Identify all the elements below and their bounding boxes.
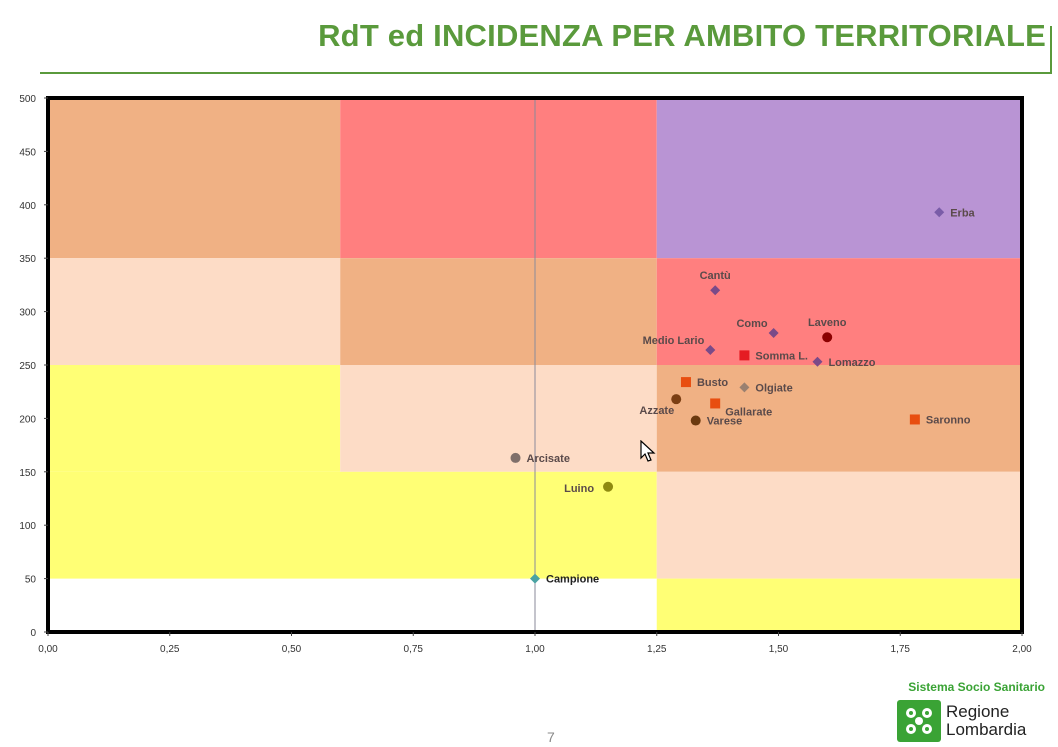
point-label: Gallarate	[725, 406, 772, 418]
risk-zone-2	[656, 98, 1022, 259]
risk-zone-10	[656, 471, 1022, 579]
point-label: Cantù	[700, 270, 731, 282]
point-como	[768, 327, 779, 338]
point-gallarate	[710, 398, 721, 409]
y-tick-label: 300	[19, 308, 36, 319]
point-lomazzo	[812, 356, 823, 367]
risk-zone-4	[340, 258, 657, 365]
point-label: Erba	[950, 207, 975, 219]
x-tick-label: 0,75	[404, 644, 424, 655]
page-title: RdT ed INCIDENZA PER AMBITO TERRITORIALE	[318, 18, 1046, 53]
brand-name-line2: Lombardia	[946, 720, 1027, 739]
point-medio-lario	[705, 345, 716, 356]
point-label: Campione	[546, 574, 599, 586]
point-label: Medio Lario	[643, 335, 705, 347]
x-tick-label: 2,00	[1012, 644, 1032, 655]
point-varese	[690, 415, 701, 426]
point-label: Arcisate	[527, 453, 570, 465]
point-busto	[680, 377, 691, 388]
point-label: Como	[736, 318, 767, 330]
brand-name: Regione Lombardia	[946, 703, 1026, 739]
point-label: Azzate	[639, 405, 674, 417]
y-tick-label: 0	[30, 628, 36, 639]
point-azzate	[671, 394, 682, 405]
x-tick-label: 0,25	[160, 644, 180, 655]
risk-zone-5	[656, 258, 1022, 365]
risk-zone-3	[48, 258, 341, 365]
x-tick-label: 0,50	[282, 644, 302, 655]
y-tick-label: 250	[19, 361, 36, 372]
point-label: Luino	[564, 483, 594, 495]
point-label: Olgiate	[755, 382, 792, 394]
y-tick-label: 350	[19, 254, 36, 265]
point-campione	[530, 573, 540, 584]
y-tick-label: 200	[19, 414, 36, 425]
y-tick-label: 50	[25, 575, 37, 586]
scatter-chart: 0 50 100 150 200 250 300 350 400 450 500 0,00 0,25 0,…	[19, 94, 1032, 655]
point-label: Somma L.	[755, 350, 808, 362]
risk-zone-11	[656, 578, 1022, 632]
x-tick-label: 1,25	[647, 644, 667, 655]
point-cant-	[710, 285, 721, 296]
point-erba	[934, 207, 945, 218]
risk-zone-6	[48, 365, 341, 472]
risk-zone-8	[656, 365, 1022, 472]
point-saronno	[909, 414, 920, 425]
x-tick-label: 1,75	[891, 644, 911, 655]
brand-system-label: Sistema Socio Sanitario	[908, 680, 1045, 694]
y-tick-label: 400	[19, 201, 36, 212]
point-label: Varese	[707, 416, 742, 428]
y-tick-label: 450	[19, 147, 36, 158]
y-tick-label: 100	[19, 521, 36, 532]
y-tick-label: 150	[19, 468, 36, 479]
point-laveno	[822, 332, 833, 343]
x-tick-label: 0,00	[38, 644, 58, 655]
point-luino	[603, 481, 614, 492]
point-label: Saronno	[926, 414, 971, 426]
mouse-pointer-icon	[640, 439, 656, 469]
x-tick-label: 1,50	[769, 644, 789, 655]
risk-zone-9	[48, 471, 657, 579]
regione-lombardia-logo: Sistema Socio Sanitario Regione Lombardi…	[893, 680, 1053, 742]
risk-zone-0	[48, 98, 341, 259]
point-label: Laveno	[808, 317, 847, 329]
point-olgiate	[739, 382, 750, 393]
risk-zone-1	[340, 98, 657, 259]
risk-zone-7	[340, 365, 657, 472]
lombardy-rose-icon	[897, 700, 941, 742]
brand-name-line1: Regione	[946, 702, 1010, 721]
point-label: Lomazzo	[828, 357, 875, 369]
x-tick-label: 1,00	[525, 644, 545, 655]
point-label: Busto	[697, 377, 728, 389]
title-corner-line	[1050, 26, 1052, 74]
title-underline	[40, 72, 1052, 74]
y-tick-label: 500	[19, 94, 36, 105]
point-somma-l-	[739, 350, 750, 361]
point-arcisate	[510, 452, 521, 463]
page-number: 7	[547, 729, 555, 745]
